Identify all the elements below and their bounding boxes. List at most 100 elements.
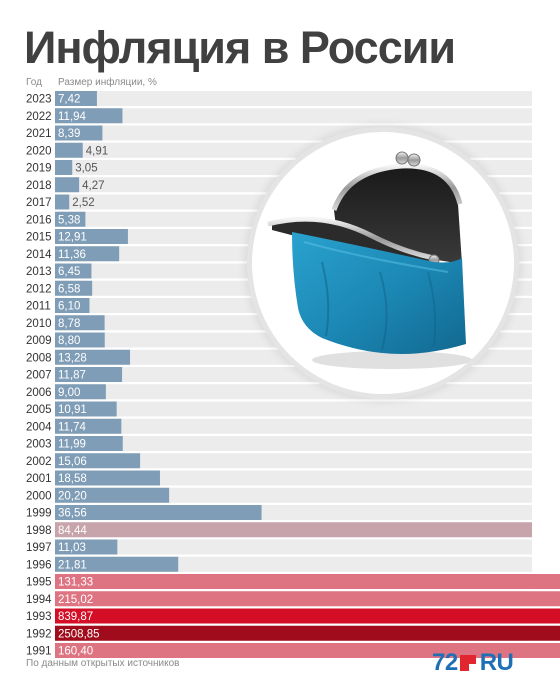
brand-suffix: RU	[479, 649, 514, 676]
year-label: 2005	[26, 404, 52, 416]
year-label: 2020	[26, 145, 52, 157]
bar-track	[55, 470, 532, 486]
year-label: 2022	[26, 111, 52, 123]
value-label: 8,80	[58, 335, 80, 347]
year-label: 2007	[26, 370, 52, 382]
value-label: 11,03	[58, 542, 86, 554]
year-label: 2002	[26, 456, 52, 468]
value-label: 20,20	[58, 490, 87, 502]
value-label: 11,87	[58, 370, 86, 382]
bar-2011	[55, 298, 90, 313]
bar-2016	[55, 211, 86, 227]
bar-1996	[55, 556, 179, 572]
bar-track	[55, 367, 532, 382]
bar-1995	[55, 574, 560, 589]
value-label: 15,06	[58, 456, 87, 468]
bar-2022	[55, 108, 123, 124]
value-label: 18,58	[58, 473, 87, 485]
page-title: Инфляция в России	[24, 22, 456, 73]
value-label: 2,52	[72, 197, 94, 209]
value-label: 11,99	[58, 439, 86, 451]
bar-2018	[55, 177, 80, 193]
bar-1993	[55, 608, 560, 624]
bar-2007	[55, 367, 123, 382]
bar-1997	[55, 539, 118, 555]
value-label: 5,38	[58, 214, 80, 226]
year-label: 1997	[26, 542, 52, 554]
value-label: 84,44	[58, 525, 87, 537]
bar-2005	[55, 401, 117, 417]
value-label: 7,42	[58, 94, 80, 106]
year-label: 2017	[26, 197, 52, 209]
year-label: 2018	[26, 180, 52, 192]
bar-2010	[55, 315, 105, 331]
year-label: 2006	[26, 387, 52, 399]
bar-2019	[55, 160, 73, 175]
bar-2020	[55, 142, 83, 158]
value-label: 6,58	[58, 283, 80, 295]
value-label: 3,05	[75, 163, 97, 175]
value-label: 12,91	[58, 232, 87, 244]
year-label: 1991	[26, 646, 52, 658]
bar-1991	[55, 643, 560, 658]
bar-track	[55, 487, 532, 503]
year-label: 2009	[26, 335, 52, 347]
value-label: 8,39	[58, 128, 80, 140]
bar-2023	[55, 91, 97, 106]
value-label: 11,36	[58, 249, 86, 261]
year-label: 2019	[26, 163, 52, 175]
year-label: 2013	[26, 266, 52, 278]
bar-2003	[55, 436, 123, 451]
brand-logo: 72 RU	[432, 649, 514, 676]
brand-square-icon	[459, 655, 476, 671]
bar-2021	[55, 125, 103, 141]
value-label: 6,45	[58, 266, 80, 278]
value-label: 11,74	[58, 421, 87, 433]
value-label: 6,10	[58, 301, 80, 313]
value-label: 215,02	[58, 594, 93, 606]
value-label: 839,87	[58, 611, 93, 623]
bar-1992	[55, 625, 560, 641]
bar-1999	[55, 505, 262, 520]
value-label: 131,33	[58, 577, 93, 589]
bar-2015	[55, 229, 128, 244]
bar-2013	[55, 263, 92, 279]
value-label: 11,94	[58, 111, 87, 123]
value-label: 4,91	[86, 145, 108, 157]
purse-illustration	[252, 132, 514, 394]
year-label: 1999	[26, 508, 52, 520]
brand-number: 72	[432, 649, 458, 676]
year-label: 1998	[26, 525, 52, 537]
year-label: 2023	[26, 94, 52, 106]
bar-track	[55, 108, 532, 124]
value-label: 21,81	[58, 559, 87, 571]
bar-2001	[55, 470, 160, 486]
year-label: 1995	[26, 577, 52, 589]
bar-track	[55, 401, 532, 417]
value-label: 160,40	[58, 646, 93, 658]
year-label: 2004	[26, 421, 52, 433]
bar-1994	[55, 591, 560, 607]
bar-track	[55, 539, 532, 555]
value-label: 36,56	[58, 508, 87, 520]
year-label: 2016	[26, 214, 52, 226]
bar-2002	[55, 453, 141, 469]
value-label: 4,27	[82, 180, 104, 192]
bar-track	[55, 418, 532, 434]
value-column-header: Размер инфляции, %	[58, 77, 157, 88]
bar-1998	[55, 522, 532, 538]
year-label: 2021	[26, 128, 52, 140]
year-label: 2000	[26, 490, 52, 502]
bar-2017	[55, 194, 70, 210]
year-column-header: Год	[26, 77, 42, 88]
bar-2014	[55, 246, 120, 262]
year-label: 2010	[26, 318, 52, 330]
bar-track	[55, 91, 532, 106]
source-note: По данным открытых источников	[26, 658, 180, 669]
value-label: 9,00	[58, 387, 80, 399]
year-label: 2015	[26, 232, 52, 244]
bar-track	[55, 384, 532, 400]
bar-2004	[55, 418, 122, 434]
bar-2000	[55, 487, 170, 503]
year-label: 2014	[26, 249, 52, 261]
